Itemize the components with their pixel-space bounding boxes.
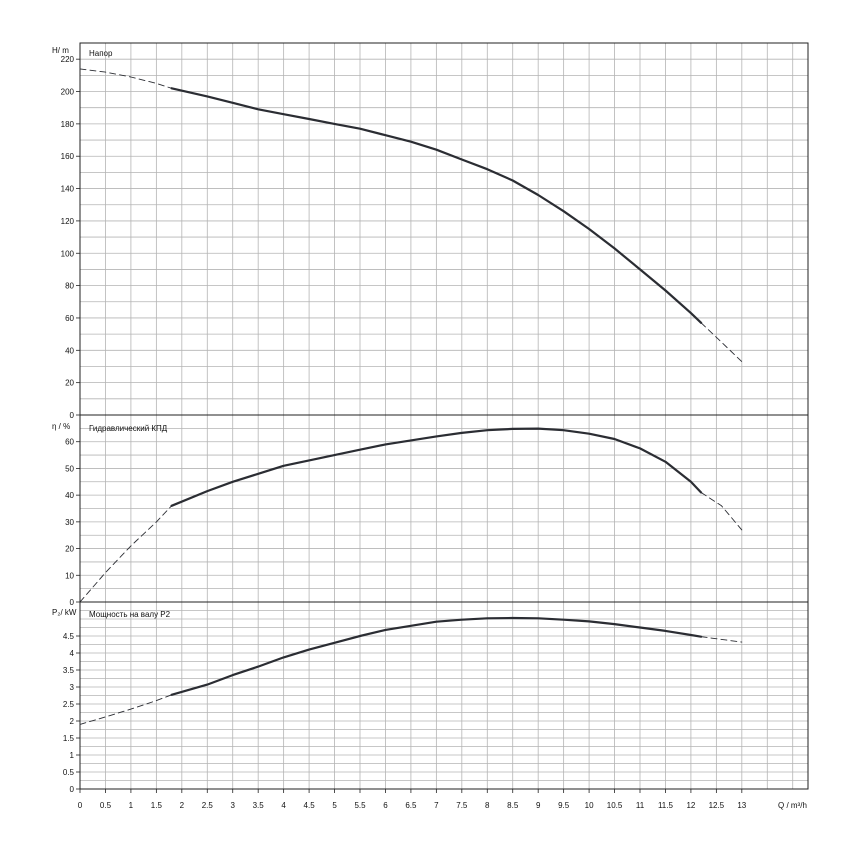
- x-axis-ticks: 0 0.5 1 1.5 2 2.5 3 3.5 4 4.5 5 5.5 6 6.5 7 7.5 8 8.5 9 9.5…: [78, 789, 747, 810]
- efficiency-y-tick-label: 20: [65, 545, 74, 554]
- x-axis-label: Q / m³/h: [778, 801, 807, 810]
- x-tick-label: 10.5: [607, 801, 623, 810]
- x-tick-label: 4: [281, 801, 286, 810]
- x-tick-label: 2: [180, 801, 185, 810]
- head-y-tick-label: 180: [61, 120, 75, 129]
- efficiency-grid: [79, 414, 809, 603]
- head-y-tick-label: 160: [61, 152, 75, 161]
- head-curves: [79, 68, 743, 363]
- head-y-tick-label: 0: [70, 411, 75, 420]
- x-tick-label: 10: [585, 801, 594, 810]
- head-y-tick-label: 60: [65, 314, 74, 323]
- power-y-tick-label: 0: [70, 785, 75, 794]
- x-tick-label: 8: [485, 801, 490, 810]
- head-grid: [79, 42, 809, 416]
- x-tick-label: 9: [536, 801, 541, 810]
- x-tick-label: 9.5: [558, 801, 570, 810]
- x-tick-label: 1: [129, 801, 134, 810]
- head-y-tick-label: 140: [61, 185, 75, 194]
- x-tick-label: 11: [636, 801, 645, 810]
- panel-efficiency: 0 10 20 30 40 50 60 η / % Гидравлический КПД: [52, 414, 809, 607]
- efficiency-axis-label: η / %: [52, 422, 70, 431]
- x-tick-label: 5.5: [354, 801, 366, 810]
- x-tick-label: 11.5: [658, 801, 674, 810]
- efficiency-y-tick-label: 10: [65, 571, 74, 580]
- power-y-ticks: 0 0.5 1 1.5 2 2.5 3 3.5 4 4.5: [63, 632, 80, 794]
- x-tick-label: 13: [737, 801, 746, 810]
- x-tick-label: 12: [686, 801, 695, 810]
- efficiency-y-tick-label: 60: [65, 438, 74, 447]
- power-y-tick-label: 3: [70, 683, 75, 692]
- x-tick-label: 4.5: [304, 801, 316, 810]
- efficiency-y-tick-label: 30: [65, 518, 74, 527]
- power-curve-solid: [170, 616, 703, 696]
- head-y-tick-label: 40: [65, 346, 74, 355]
- power-y-tick-label: 1: [70, 751, 75, 760]
- x-tick-label: 8.5: [507, 801, 519, 810]
- power-frame: [79, 601, 809, 790]
- x-tick-label: 0: [78, 801, 83, 810]
- head-panel-title: Напор: [89, 49, 113, 58]
- efficiency-curve-solid: [170, 427, 703, 507]
- x-tick-label: 6: [383, 801, 388, 810]
- power-curve-dashed: [79, 694, 173, 725]
- head-y-tick-label: 100: [61, 249, 75, 258]
- efficiency-y-ticks: 0 10 20 30 40 50 60: [65, 438, 80, 607]
- power-curves: [79, 616, 743, 725]
- power-grid: [79, 601, 809, 790]
- efficiency-y-tick-label: 40: [65, 491, 74, 500]
- head-y-tick-label: 20: [65, 379, 74, 388]
- power-y-tick-label: 2: [70, 717, 75, 726]
- x-tick-label: 1.5: [151, 801, 163, 810]
- x-tick-label: 2.5: [202, 801, 214, 810]
- x-tick-label: 12.5: [709, 801, 725, 810]
- x-tick-label: 3: [231, 801, 236, 810]
- head-curve-dashed: [79, 68, 173, 89]
- power-y-tick-label: 4: [70, 649, 75, 658]
- head-y-ticks: 0 20 40 60 80 100 120 140 160 180 200 220: [61, 55, 80, 420]
- power-y-tick-label: 2.5: [63, 700, 75, 709]
- efficiency-curve-dashed: [700, 492, 743, 531]
- head-curve-solid: [170, 87, 703, 324]
- power-axis-label: P₂/ kW: [52, 608, 77, 617]
- efficiency-curves: [79, 427, 743, 603]
- x-tick-label: 6.5: [405, 801, 417, 810]
- power-panel-title: Мощность на валу P2: [89, 610, 171, 619]
- efficiency-y-tick-label: 50: [65, 464, 74, 473]
- head-y-tick-label: 220: [61, 55, 75, 64]
- x-tick-label: 7.5: [456, 801, 468, 810]
- head-y-tick-label: 120: [61, 217, 75, 226]
- panel-power: 0 0.5 1 1.5 2 2.5 3 3.5 4 4.5 P₂/ kW Мощность на …: [52, 601, 809, 794]
- head-y-tick-label: 200: [61, 88, 75, 97]
- power-y-tick-label: 4.5: [63, 632, 75, 641]
- power-curve-dashed: [700, 636, 743, 643]
- efficiency-panel-title: Гидравлический КПД: [89, 424, 168, 433]
- x-tick-label: 3.5: [253, 801, 265, 810]
- head-y-tick-label: 80: [65, 282, 74, 291]
- x-tick-label: 0.5: [100, 801, 112, 810]
- power-y-tick-label: 3.5: [63, 666, 75, 675]
- efficiency-curve-dashed: [79, 505, 173, 603]
- power-y-tick-label: 1.5: [63, 734, 75, 743]
- x-tick-label: 7: [434, 801, 439, 810]
- efficiency-y-tick-label: 0: [70, 598, 75, 607]
- panel-head: 0 20 40 60 80 100 120 140 160 180 200 220 H/ m Напо…: [52, 42, 809, 420]
- power-y-tick-label: 0.5: [63, 768, 75, 777]
- head-axis-label: H/ m: [52, 46, 69, 55]
- x-tick-label: 5: [332, 801, 337, 810]
